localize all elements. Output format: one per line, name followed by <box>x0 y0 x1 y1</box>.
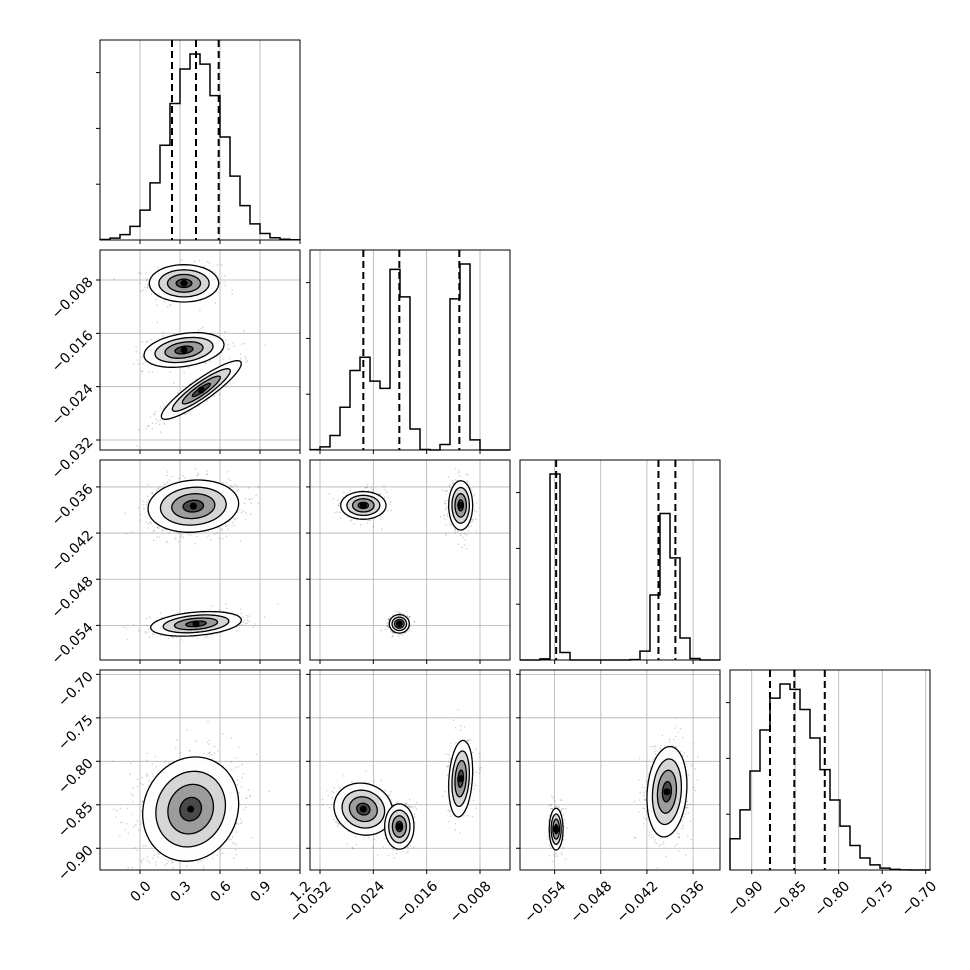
panel-frame <box>309 669 511 871</box>
gridlines <box>751 670 927 870</box>
density-contours <box>646 745 688 838</box>
density-peak <box>187 805 195 813</box>
panel-frame <box>519 669 721 871</box>
histogram-step <box>520 473 720 661</box>
density-peak <box>180 279 188 287</box>
x-tick-label: 0.9 <box>248 878 275 905</box>
density-peak <box>359 501 367 509</box>
density-contours <box>548 807 564 851</box>
scatter-panel-1-2 <box>306 459 511 664</box>
gridlines <box>139 40 301 240</box>
y-tick-label: −0.054 <box>49 620 97 668</box>
y-tick-label: −0.85 <box>55 799 97 841</box>
histogram-panel-1 <box>306 249 511 454</box>
density-contours <box>147 479 240 533</box>
panel-frame <box>99 39 301 241</box>
density-contours <box>143 332 225 368</box>
scatter-panel-1-3: −0.032 −0.024 −0.016 −0.008 <box>287 669 511 926</box>
y-tick-label: −0.90 <box>55 843 97 885</box>
x-tick-label: 0.0 <box>128 878 155 905</box>
x-tick-label: −0.016 <box>393 878 441 926</box>
density-peak <box>552 825 560 833</box>
scatter-panel-2-3: −0.054−0.048−0.042−0.036 <box>516 669 721 926</box>
y-tick-label: −0.048 <box>49 574 97 622</box>
density-peak <box>180 346 188 354</box>
y-tick-label: −0.75 <box>55 712 97 754</box>
density-contours <box>448 739 474 818</box>
x-tick-label: −0.024 <box>340 878 388 926</box>
density-peak <box>359 805 367 813</box>
density-contours <box>142 756 240 862</box>
gridlines <box>319 250 481 450</box>
y-tick-label: −0.024 <box>49 381 97 429</box>
panel-frame <box>309 459 511 661</box>
density-contours <box>384 803 415 850</box>
panel-frame <box>99 249 301 451</box>
density-peak <box>197 386 205 394</box>
y-tick-label: −0.032 <box>49 434 97 482</box>
density-peak <box>395 823 403 831</box>
x-tick-label: −0.75 <box>855 878 897 920</box>
x-tick-label: −0.036 <box>660 878 708 926</box>
density-contours <box>333 782 394 836</box>
density-peak <box>457 501 465 509</box>
x-tick-label: −0.048 <box>567 878 615 926</box>
histogram-step <box>99 53 301 241</box>
histogram-panel-0 <box>96 39 301 244</box>
x-tick-label: −0.80 <box>812 878 854 920</box>
density-contours <box>340 490 387 520</box>
y-tick-label: −0.008 <box>49 274 97 322</box>
scatter-panel-0-3: 0.0 0.3 0.6 0.9 1.2−0.90−0.85−0.80−0.75−0.70 <box>55 669 315 906</box>
histogram-panel-3: −0.90 −0.85 −0.80 −0.75 −0.70 <box>725 669 941 920</box>
panel-frame <box>309 249 511 451</box>
density-peak <box>189 502 197 510</box>
y-tick-label: −0.70 <box>55 669 97 711</box>
y-tick-label: −0.016 <box>49 328 97 376</box>
density-contours <box>150 610 242 637</box>
density-peak <box>663 788 671 796</box>
panel-frame <box>729 669 931 871</box>
density-peak <box>395 620 403 628</box>
x-tick-label: −0.85 <box>768 878 810 920</box>
density-contours <box>148 264 220 303</box>
gridlines <box>554 460 694 660</box>
panel-frame <box>99 459 301 661</box>
density-peak <box>457 775 465 783</box>
x-tick-label: −0.054 <box>521 878 569 926</box>
x-tick-label: 0.3 <box>168 878 195 905</box>
panel-frame <box>519 459 721 661</box>
scatter-panel-0-1: −0.032 −0.024 −0.016 −0.008 <box>49 249 301 482</box>
histogram-step <box>309 263 510 451</box>
y-tick-label: −0.80 <box>55 756 97 798</box>
gridlines <box>310 460 510 660</box>
x-tick-label: 0.6 <box>208 878 235 905</box>
density-contours <box>160 360 242 420</box>
scatter-panel-0-2: −0.054−0.048−0.042−0.036 <box>49 459 301 668</box>
gridlines <box>310 670 510 870</box>
histogram-panel-2 <box>516 459 721 664</box>
density-peak <box>192 620 200 628</box>
density-contours <box>448 480 474 531</box>
x-tick-label: −0.90 <box>725 878 767 920</box>
density-contours <box>388 613 410 634</box>
y-tick-label: −0.042 <box>49 527 97 575</box>
x-tick-label: −0.042 <box>614 878 662 926</box>
x-tick-label: −0.008 <box>447 878 495 926</box>
y-tick-label: −0.036 <box>49 481 97 529</box>
x-tick-label: −0.70 <box>899 878 941 920</box>
panel-frame <box>99 669 301 871</box>
histogram-step <box>729 683 931 871</box>
x-tick-label: −0.032 <box>287 878 335 926</box>
